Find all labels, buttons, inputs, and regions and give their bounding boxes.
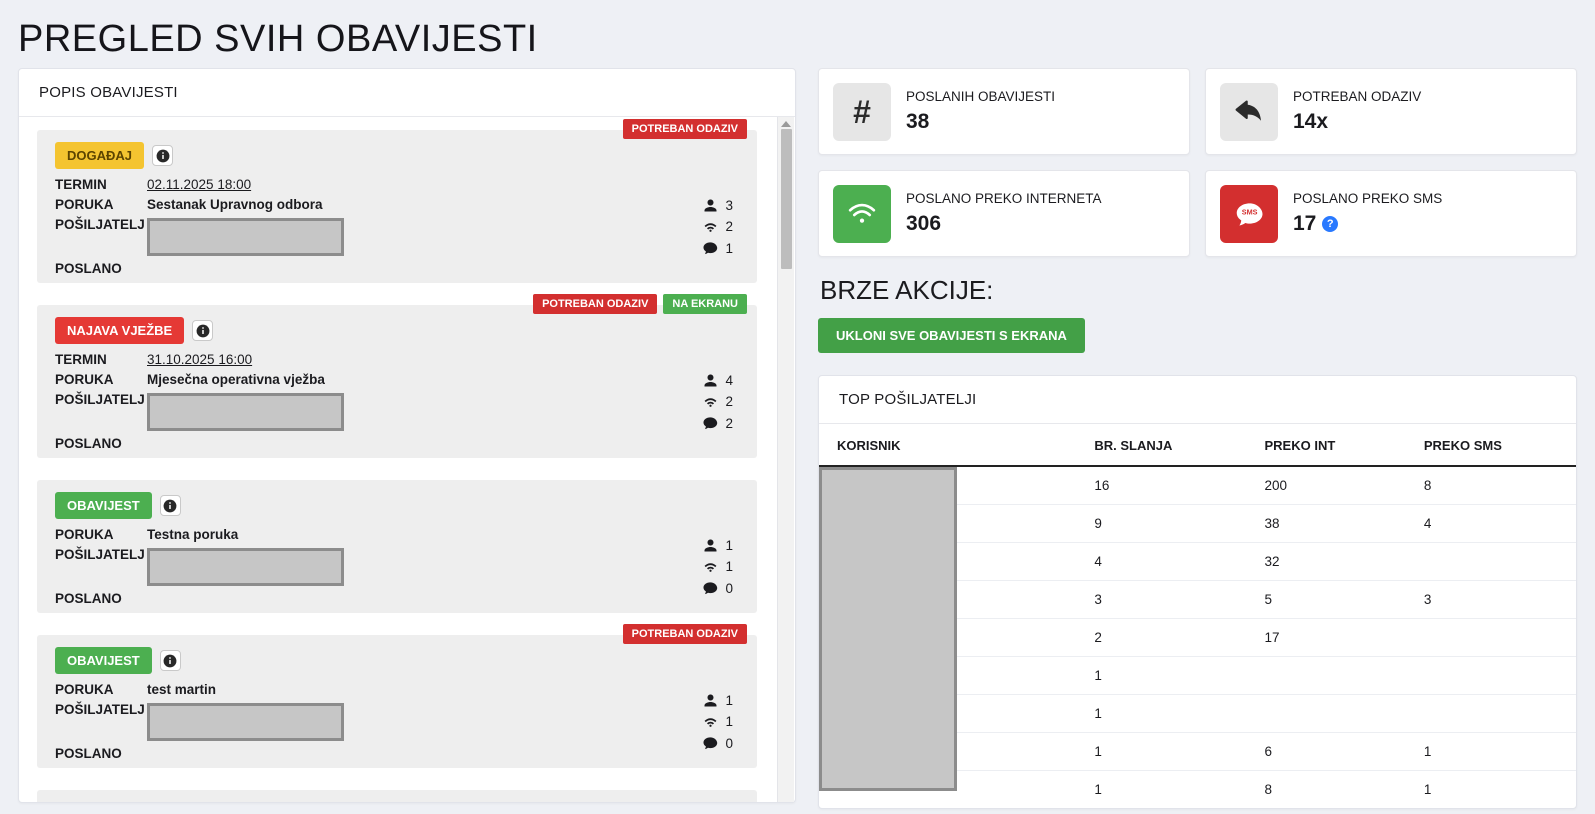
svg-text:SMS: SMS: [1242, 207, 1258, 216]
